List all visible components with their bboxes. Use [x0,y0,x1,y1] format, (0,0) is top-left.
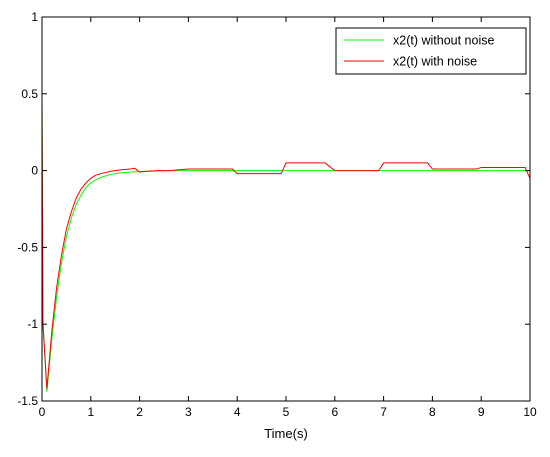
x-tick-label: 3 [185,405,192,419]
x-tick-label: 0 [39,405,46,419]
series-line-without-noise [41,101,530,392]
y-tick-label: 0 [31,164,38,178]
x-tick-label: 1 [87,405,94,419]
x-axis-label: Time(s) [264,426,308,441]
legend-label-with-noise: x2(t) with noise [393,55,477,69]
series-lines [41,99,531,392]
legend: x2(t) without noise x2(t) with noise [335,27,527,75]
x-tick-label: 10 [523,405,537,419]
x-tick-label: 8 [429,405,436,419]
y-tick-label: 1 [31,10,38,24]
series-line-with-noise [41,99,531,389]
axis-ticks: 0 1 2 3 4 5 6 7 8 9 10 -1.5 -1 -0.5 0 0.5 1 [17,10,537,419]
x-tick-label: 9 [478,405,485,419]
x-tick-label: 6 [331,405,338,419]
x-tick-label: 2 [136,405,143,419]
y-tick-label: 0.5 [21,87,38,101]
x-tick-label: 7 [380,405,387,419]
legend-box [335,27,527,75]
legend-label-without-noise: x2(t) without noise [393,34,494,48]
x-tick-label: 4 [234,405,241,419]
y-tick-label: -1.5 [17,394,38,408]
plot-area [42,17,530,401]
x-tick-label: 5 [283,405,290,419]
y-tick-label: -1 [27,317,38,331]
y-tick-label: -0.5 [17,240,38,254]
